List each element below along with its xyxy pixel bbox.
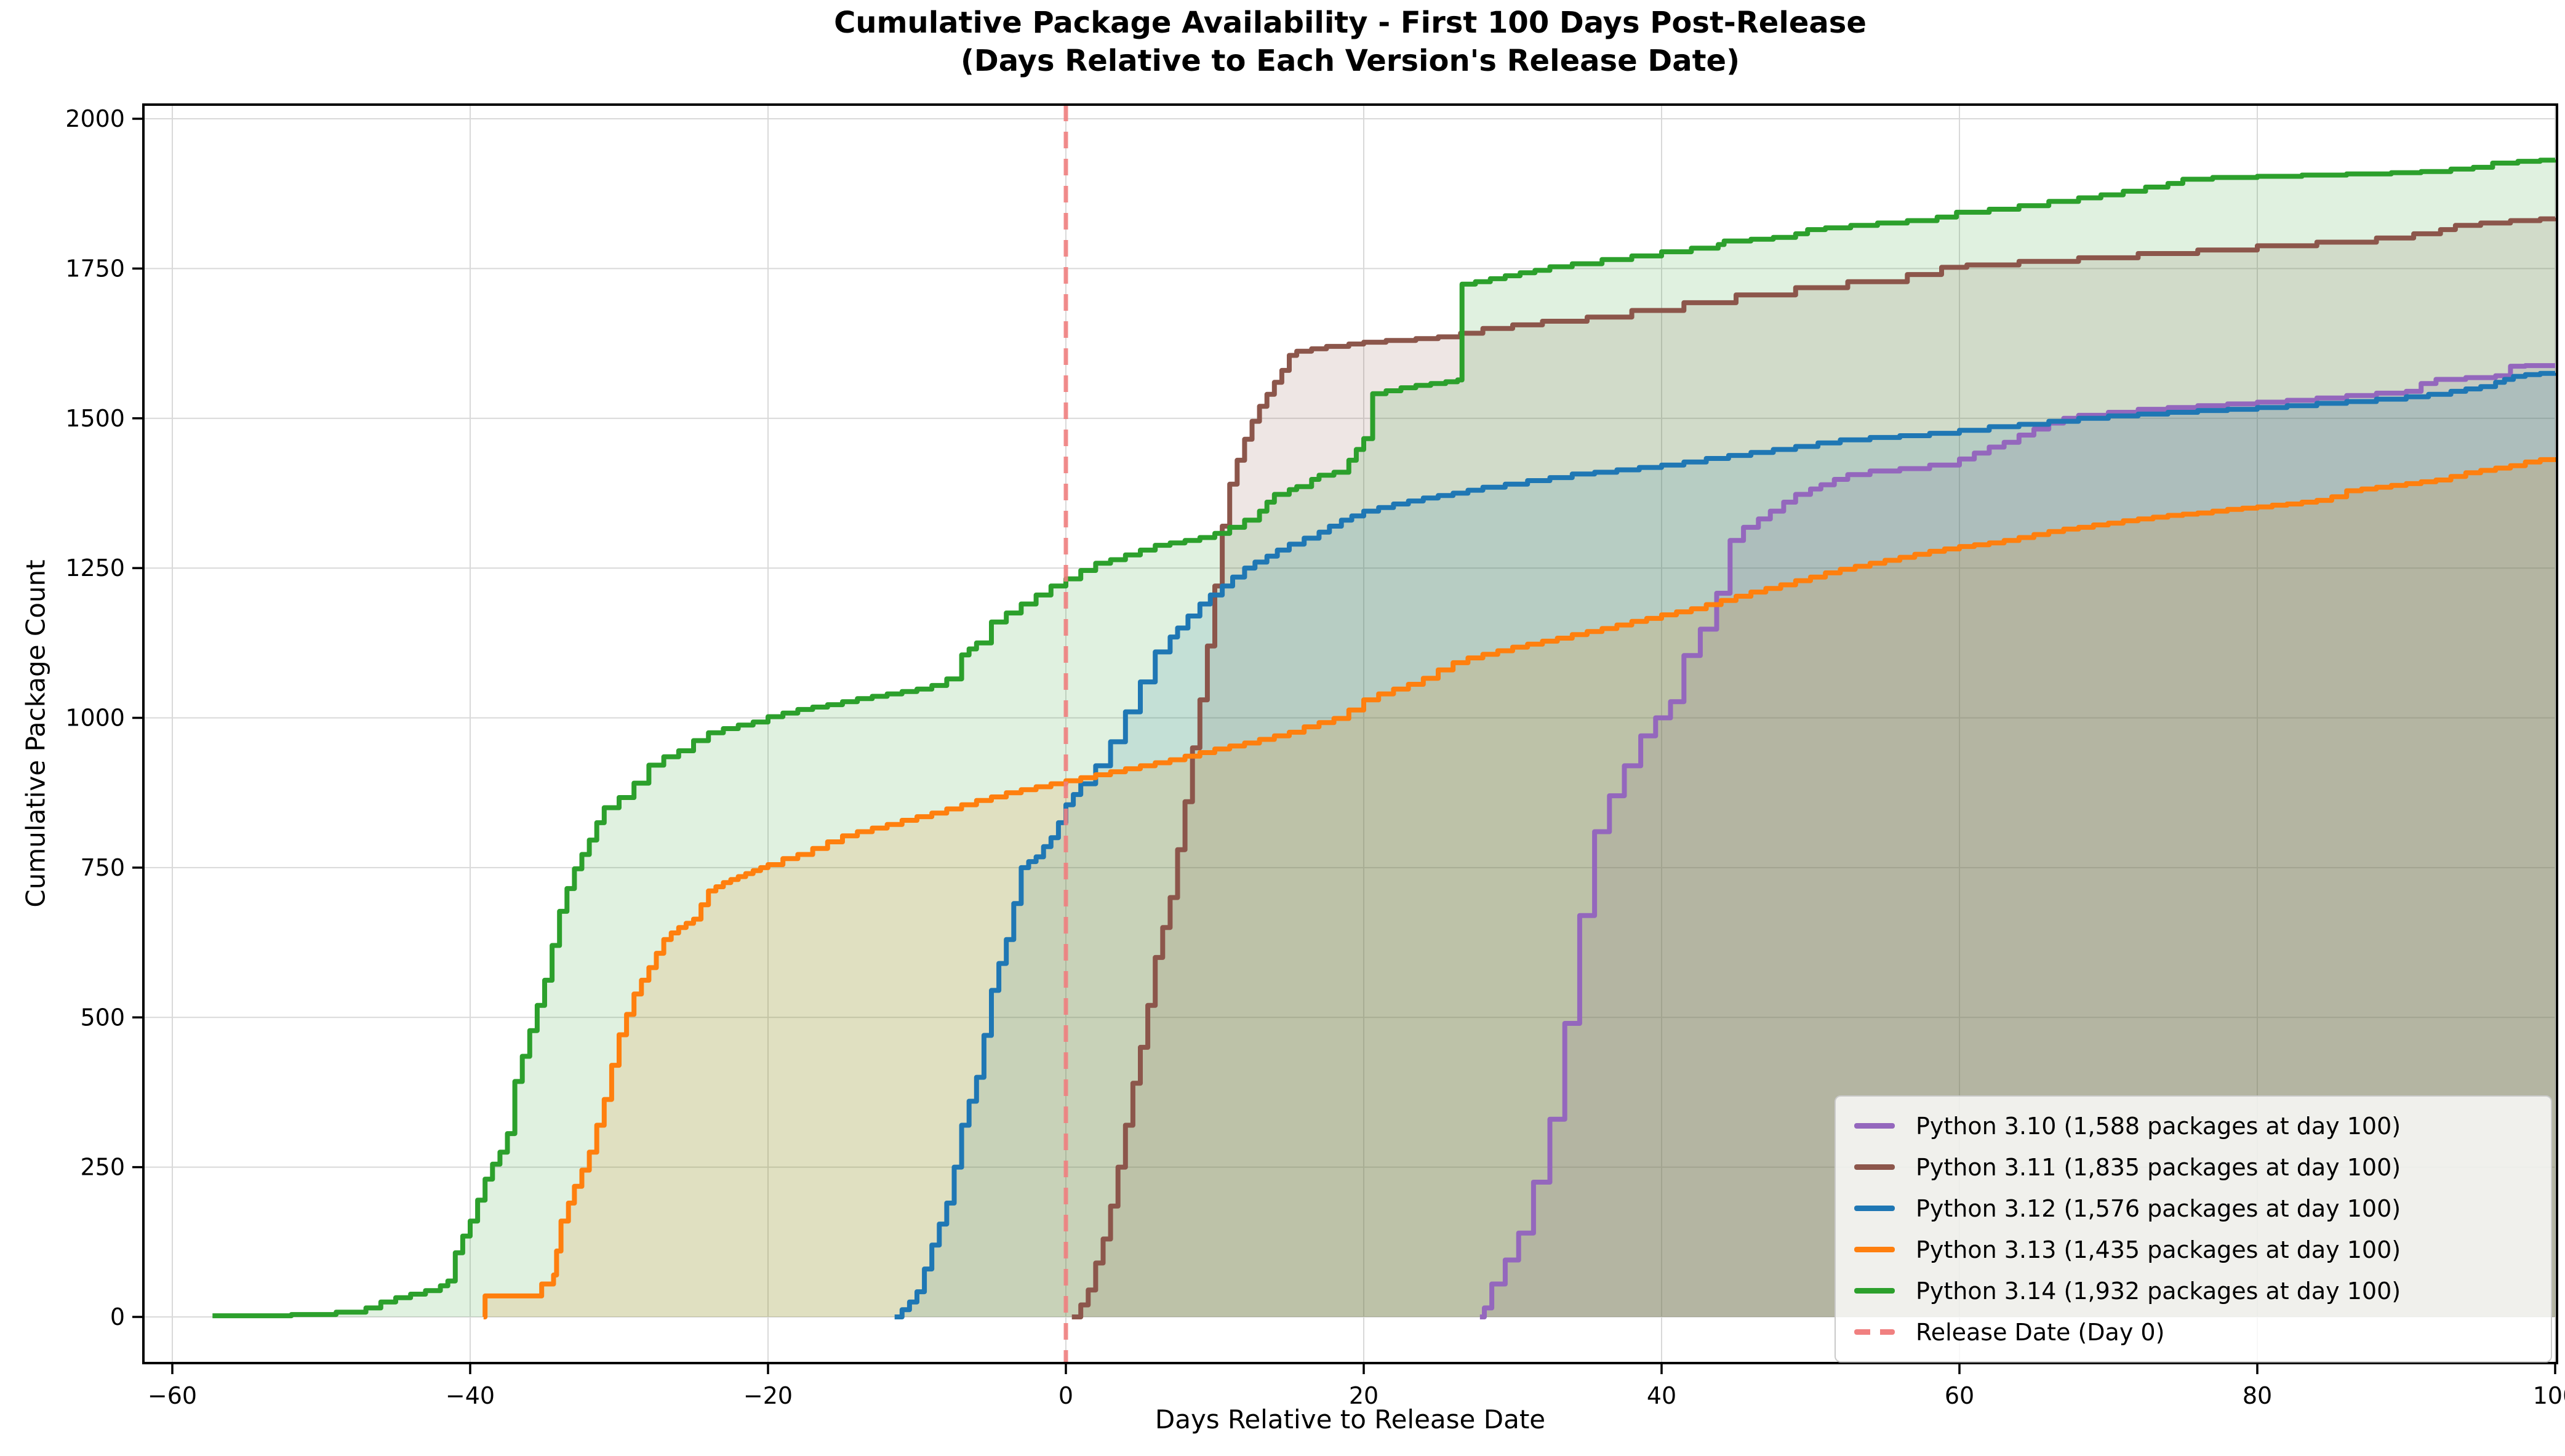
legend-label: Python 3.10 (1,588 packages at day 100) xyxy=(1916,1112,2401,1140)
series-line-python-3-11 xyxy=(1071,216,2558,1319)
y-axis-label: Cumulative Package Count xyxy=(20,559,51,908)
series-fill-python-3-10 xyxy=(1479,366,2555,1317)
legend-swatch-release-date xyxy=(1854,1329,1895,1335)
series-line-python-3-12 xyxy=(894,370,2558,1319)
series-line-python-3-10 xyxy=(1479,363,2555,1319)
legend-label: Python 3.11 (1,835 packages at day 100) xyxy=(1916,1153,2401,1181)
y-tick-label: 1250 xyxy=(65,554,125,582)
legend-item: Python 3.13 (1,435 packages at day 100) xyxy=(1836,1229,2551,1270)
chart-title-line2: (Days Relative to Each Version's Release… xyxy=(960,44,1740,79)
legend-label: Release Date (Day 0) xyxy=(1916,1318,2165,1346)
legend-label: Python 3.12 (1,576 packages at day 100) xyxy=(1916,1194,2401,1222)
legend-item: Python 3.14 (1,932 packages at day 100) xyxy=(1836,1270,2551,1311)
y-tick-label: 250 xyxy=(80,1154,125,1181)
x-axis-label: Days Relative to Release Date xyxy=(1154,1404,1546,1434)
series-fill-python-3-11 xyxy=(1071,217,2555,1318)
legend-item: Python 3.12 (1,576 packages at day 100) xyxy=(1836,1188,2551,1229)
x-tick-label: 20 xyxy=(1349,1382,1379,1409)
legend-item: Release Date (Day 0) xyxy=(1836,1311,2551,1353)
legend-item: Python 3.10 (1,588 packages at day 100) xyxy=(1836,1105,2551,1146)
y-tick-label: 500 xyxy=(80,1004,125,1031)
x-tick-label: −40 xyxy=(446,1382,495,1409)
axes-spines xyxy=(142,103,2558,1364)
x-tick-label: 0 xyxy=(1058,1382,1073,1409)
series-fill-python-3-14 xyxy=(212,159,2555,1318)
x-tick-label: 60 xyxy=(1945,1382,1974,1409)
series-line-python-3-13 xyxy=(482,457,2558,1319)
chart-title-line1: Cumulative Package Availability - First … xyxy=(834,6,1867,40)
y-tick-label: 1000 xyxy=(65,705,125,732)
legend-swatch-python-3-14 xyxy=(1854,1288,1895,1294)
x-tick-label: 100 xyxy=(2533,1382,2565,1409)
series-fill-python-3-12 xyxy=(894,372,2555,1317)
x-tick-label: 40 xyxy=(1647,1382,1676,1409)
x-tick-label: 80 xyxy=(2243,1382,2272,1409)
legend-item: Python 3.11 (1,835 packages at day 100) xyxy=(1836,1146,2551,1188)
legend-swatch-python-3-12 xyxy=(1854,1206,1895,1211)
y-tick-label: 0 xyxy=(110,1303,125,1330)
legend-label: Python 3.13 (1,435 packages at day 100) xyxy=(1916,1236,2401,1263)
y-tick-label: 1500 xyxy=(65,405,125,432)
legend-label: Python 3.14 (1,932 packages at day 100) xyxy=(1916,1277,2401,1305)
y-tick-label: 2000 xyxy=(65,105,125,132)
x-tick-label: −60 xyxy=(148,1382,197,1409)
chart-title: Cumulative Package Availability - First … xyxy=(143,4,2557,81)
legend: Python 3.10 (1,588 packages at day 100) … xyxy=(1835,1095,2552,1362)
legend-swatch-python-3-13 xyxy=(1854,1247,1895,1252)
x-tick-label: −20 xyxy=(743,1382,793,1409)
y-tick-label: 750 xyxy=(80,854,125,881)
legend-swatch-python-3-10 xyxy=(1854,1123,1895,1129)
y-tick-label: 1750 xyxy=(65,255,125,282)
legend-swatch-python-3-11 xyxy=(1854,1164,1895,1170)
series-line-python-3-14 xyxy=(212,158,2558,1319)
